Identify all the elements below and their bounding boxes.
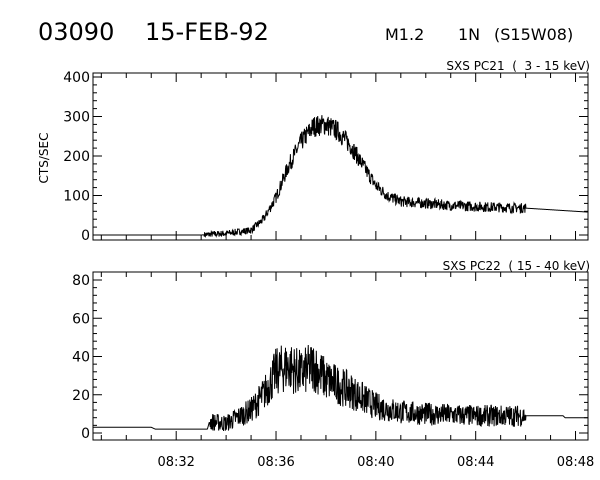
y-tick-label: 20 — [72, 388, 90, 404]
y-tick-label: 200 — [63, 149, 90, 165]
y-tick-label: 100 — [63, 189, 90, 205]
y-tick-label: 60 — [72, 311, 90, 327]
x-tick-label: 08:36 — [257, 455, 294, 470]
y-axis-label: CTS/SEC — [37, 133, 51, 184]
plot-frame-1 — [92, 72, 589, 241]
y-tick-label: 0 — [81, 228, 90, 244]
x-tick-label: 08:40 — [357, 455, 394, 470]
panel1-title: SXS PC21 ( 3 - 15 keV) — [446, 59, 590, 73]
series-line-2 — [93, 344, 588, 432]
series-line-1 — [93, 115, 588, 238]
flare-importance: 1N — [458, 25, 480, 44]
flare-class: M1.2 — [385, 25, 424, 44]
event-date: 15-FEB-92 — [145, 18, 269, 46]
x-tick-label: 08:48 — [557, 455, 594, 470]
event-number: 03090 — [38, 18, 114, 46]
x-tick-label: 08:44 — [457, 455, 494, 470]
y-tick-label: 0 — [81, 426, 90, 442]
y-tick-label: 40 — [72, 350, 90, 366]
y-tick-label: 80 — [72, 273, 90, 289]
y-tick-label: 400 — [63, 70, 90, 86]
y-tick-label: 300 — [63, 110, 90, 126]
panel2-title: SXS PC22 ( 15 - 40 keV) — [443, 259, 590, 273]
x-tick-label: 08:32 — [157, 455, 194, 470]
flare-location: (S15W08) — [494, 25, 573, 44]
